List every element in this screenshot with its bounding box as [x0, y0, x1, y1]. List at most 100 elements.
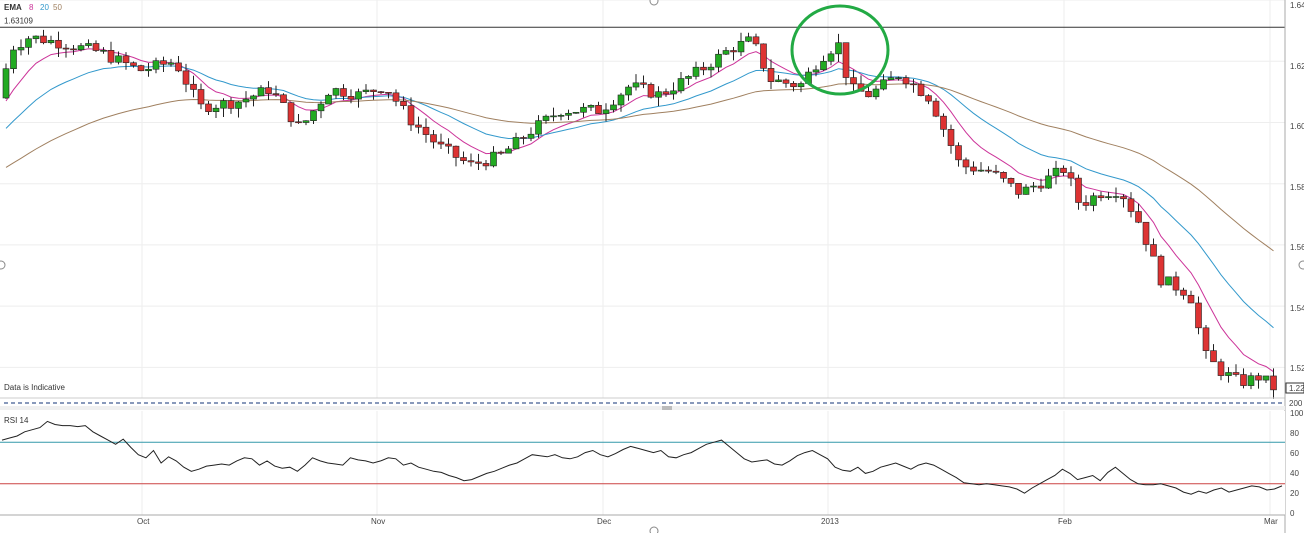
rsi-y-tick-0: 0 — [1290, 509, 1295, 518]
candle-up — [797, 83, 805, 88]
left-resize-handle-icon[interactable] — [0, 260, 6, 270]
volume-dash — [1201, 402, 1205, 404]
candle-down — [137, 65, 145, 72]
rsi-y-tick-80: 80 — [1290, 429, 1299, 438]
volume-dash — [312, 402, 316, 404]
candle-up — [145, 68, 152, 72]
volume-dash — [865, 402, 869, 404]
bottom-resize-handle-icon[interactable] — [649, 526, 659, 533]
splitter-bar[interactable] — [0, 406, 1285, 410]
candle-up — [25, 38, 32, 48]
volume-dash — [1145, 402, 1149, 404]
candle-up — [317, 103, 325, 112]
candle-up — [1165, 276, 1172, 286]
reference-line-label: 1.63109 — [4, 16, 33, 25]
candle-down — [407, 105, 415, 126]
candle-down — [497, 151, 505, 154]
volume-dash — [557, 402, 561, 404]
top-resize-handle-icon[interactable] — [649, 0, 659, 6]
volume-dash — [599, 402, 603, 404]
volume-dash — [284, 402, 288, 404]
volume-dash — [109, 402, 113, 404]
candle-up — [587, 105, 595, 108]
candle-up — [610, 104, 617, 111]
candle-up — [880, 79, 887, 90]
last-price-tag-box — [1285, 382, 1304, 394]
volume-dash — [998, 402, 1002, 404]
volume-dash — [942, 402, 946, 404]
candle-up — [887, 77, 895, 81]
rsi-panel: RSI 14 100 80 60 40 20 0 — [0, 409, 1304, 518]
candle-down — [272, 93, 280, 96]
volume-dash — [564, 402, 568, 404]
candle-up — [812, 69, 820, 73]
candle-up — [2, 68, 10, 99]
candle-down — [1217, 361, 1225, 376]
candle-up — [737, 40, 745, 53]
y-tick-1-62: 1.62 — [1290, 62, 1304, 71]
ema-legend-period-8: 8 — [29, 3, 34, 12]
volume-dash — [648, 402, 652, 404]
volume-dash — [270, 402, 274, 404]
candle-down — [430, 134, 437, 143]
rsi-y-tick-60: 60 — [1290, 449, 1299, 458]
volume-dash — [1243, 402, 1247, 404]
candle-down — [1037, 185, 1045, 189]
splitter-grip-icon[interactable] — [662, 406, 672, 410]
volume-dash — [382, 402, 386, 404]
candle-down — [437, 141, 445, 145]
candle-up — [715, 53, 722, 68]
volume-dash — [774, 402, 778, 404]
candle-up — [512, 137, 520, 150]
volume-dash — [179, 402, 183, 404]
volume-dash — [25, 402, 29, 404]
panel-splitter[interactable] — [0, 406, 1285, 410]
candle-up — [602, 109, 610, 114]
volume-dash — [417, 402, 421, 404]
volume-dash — [704, 402, 708, 404]
volume-dash — [970, 402, 974, 404]
volume-tag: 200 — [1289, 399, 1303, 408]
x-tick-mar: Mar — [1264, 517, 1278, 526]
candle-down — [970, 166, 977, 172]
volume-dash — [928, 402, 932, 404]
candle-down — [1015, 182, 1022, 195]
volume-dash — [655, 402, 659, 404]
candle-up — [355, 91, 362, 100]
volume-dash — [1096, 402, 1100, 404]
volume-dash — [1124, 402, 1128, 404]
ema-legend-period-50: 50 — [53, 3, 62, 12]
candle-down — [175, 62, 182, 72]
volume-dash — [543, 402, 547, 404]
candle-up — [1030, 185, 1037, 188]
candle-down — [452, 145, 460, 158]
candle-up — [655, 91, 662, 98]
volume-dash — [424, 402, 428, 404]
right-resize-handle-icon[interactable] — [1298, 260, 1304, 270]
volume-dash — [46, 402, 50, 404]
candle-up — [85, 43, 92, 46]
candle-up — [625, 86, 632, 96]
volume-dash — [459, 402, 463, 404]
candle-up — [895, 77, 902, 79]
ema-8-line — [5, 48, 1274, 373]
volume-dash — [725, 402, 729, 404]
candle-down — [1157, 255, 1165, 286]
y-tick-1-64: 1.64 — [1290, 1, 1304, 10]
volume-dash — [984, 402, 988, 404]
volume-dash — [368, 402, 372, 404]
candle-down — [940, 115, 947, 130]
volume-dash — [935, 402, 939, 404]
volume-dash — [333, 402, 337, 404]
volume-dash — [1117, 402, 1121, 404]
volume-dash — [522, 402, 526, 404]
candle-up — [250, 95, 257, 100]
volume-dash — [536, 402, 540, 404]
volume-dash — [256, 402, 260, 404]
volume-dash — [823, 402, 827, 404]
candle-up — [100, 50, 107, 52]
candle-down — [92, 43, 100, 51]
volume-dash — [893, 402, 897, 404]
candle-down — [347, 96, 355, 100]
candle-down — [1180, 289, 1187, 296]
